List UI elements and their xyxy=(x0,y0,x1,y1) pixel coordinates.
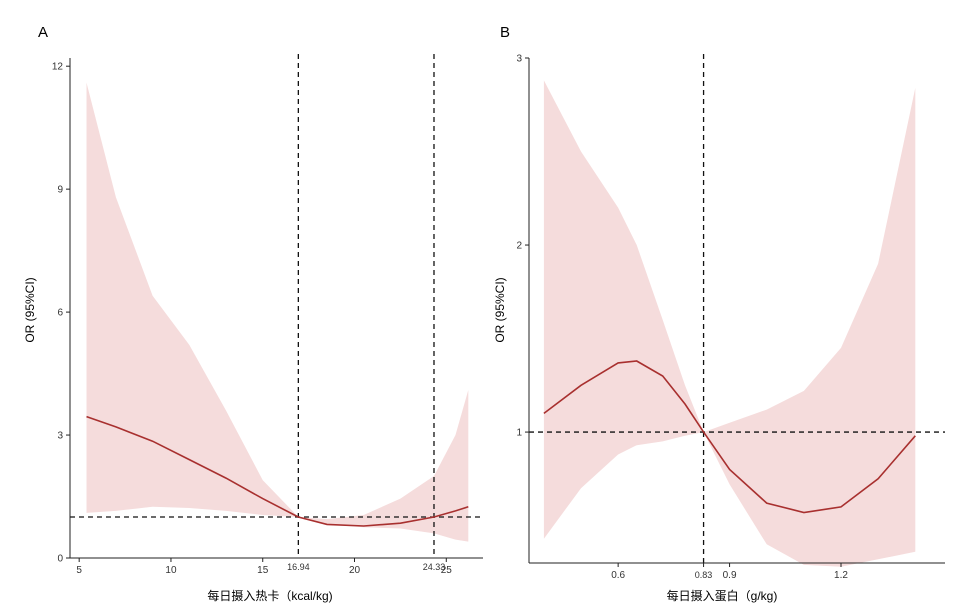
panel-a-y-tick-label: 9 xyxy=(57,185,63,196)
panel-a-x-tick-label: 10 xyxy=(165,565,177,576)
panel-a-y-ticks: 0 3 6 9 12 xyxy=(52,62,70,565)
panel-b: B 1 2 3 0.6 0.83 0.9 1.2 OR (95%CI) 每日摄入蛋白（g/… xyxy=(493,24,945,603)
panel-b-y-tick-label: 1 xyxy=(516,428,522,439)
panel-a-letter: A xyxy=(38,24,48,41)
panel-a-x-tick-label: 15 xyxy=(257,565,269,576)
panel-b-ci-band xyxy=(543,80,916,567)
panel-b-letter: B xyxy=(500,24,510,41)
panel-b-or-line xyxy=(543,360,916,514)
panel-a-x-axis-title: 每日摄入热卡（kcal/kg) xyxy=(207,588,332,603)
panel-a-reference-layer xyxy=(70,54,483,558)
panel-b-y-tick-label: 3 xyxy=(516,54,522,65)
panel-b-x-ticks: 0.6 0.83 0.9 1.2 xyxy=(611,563,848,581)
panel-b-y-ticks: 1 2 3 xyxy=(516,54,529,439)
panel-a-x-ticks: 5 10 15 20 25 xyxy=(76,558,452,576)
panel-b-reference-layer xyxy=(529,54,945,563)
panel-b-x-tick-label: 1.2 xyxy=(834,570,848,581)
panel-a-ci-band xyxy=(86,82,469,542)
panel-b-y-axis-title: OR (95%CI) xyxy=(493,277,507,342)
panel-b-x-tick-label: 0.9 xyxy=(723,570,737,581)
panel-a-or-line xyxy=(86,415,469,527)
panel-a-y-axis-title: OR (95%CI) xyxy=(23,277,37,342)
panel-a-x-tick-label: 5 xyxy=(76,565,82,576)
panel-b-x-axis-title: 每日摄入蛋白（g/kg) xyxy=(667,588,778,603)
panel-b-ci-band-layer xyxy=(543,80,916,567)
panel-b-line-layer xyxy=(543,360,916,514)
panel-a-x-tick-label: 25 xyxy=(441,565,453,576)
panel-b-x-tick-label: 0.6 xyxy=(611,570,625,581)
panel-a-y-tick-label: 12 xyxy=(52,62,64,73)
panel-b-x-tick-label: 0.83 xyxy=(695,570,713,580)
panel-a-y-tick-label: 0 xyxy=(57,554,63,565)
panel-a: A 0 3 6 9 12 5 10 15 20 25 16.94 24.33 OR (95%CI)… xyxy=(23,24,483,603)
panel-a-y-tick-label: 3 xyxy=(57,431,63,442)
panel-a-vline-label-1: 16.94 xyxy=(287,562,310,572)
panel-a-y-tick-label: 6 xyxy=(57,308,63,319)
panel-a-vline-labels: 16.94 24.33 xyxy=(287,562,445,572)
panel-a-ci-band-layer xyxy=(86,82,469,542)
panel-b-y-tick-label: 2 xyxy=(516,241,522,252)
panel-a-line-layer xyxy=(86,415,469,527)
panel-a-x-tick-label: 20 xyxy=(349,565,361,576)
panel-a-vline-label-2: 24.33 xyxy=(423,562,446,572)
